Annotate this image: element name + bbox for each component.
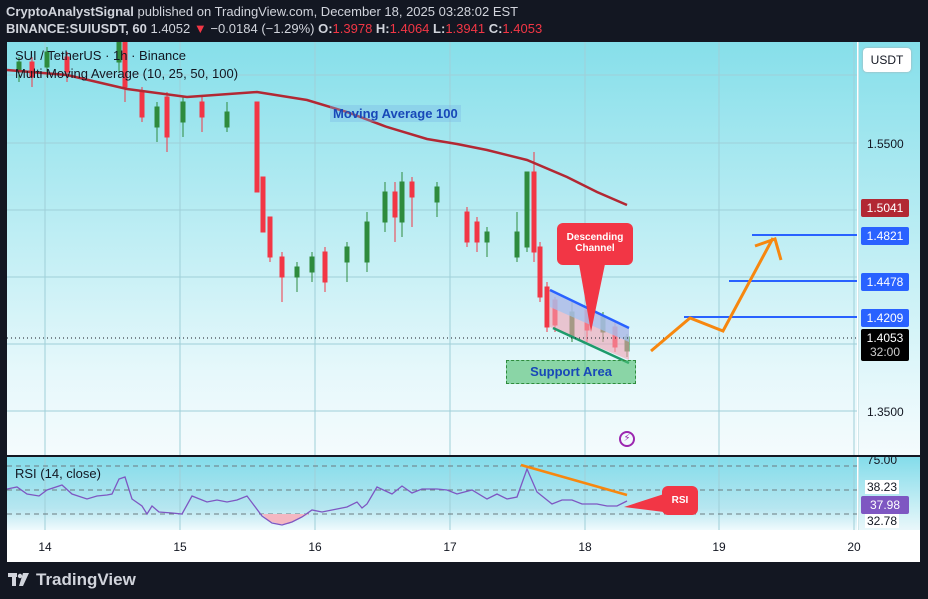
current-price: 1.4053: [866, 331, 904, 345]
low-value: 1.3941: [445, 21, 486, 36]
callout-line-1: Descending: [566, 232, 624, 243]
down-arrow-icon: ▼: [193, 21, 207, 36]
close-value: 1.4053: [502, 21, 543, 36]
rsi-divergence-line: [520, 463, 628, 497]
bar-countdown: 32:00: [869, 345, 901, 359]
ma100-label: Moving Average 100: [330, 105, 461, 122]
rsi-tick: 38.23: [865, 480, 900, 494]
rsi-legend[interactable]: RSI (14, close): [15, 466, 101, 481]
time-tick: 15: [173, 540, 187, 554]
rsi-callout: RSI: [662, 486, 698, 515]
time-tick: 16: [308, 540, 322, 554]
descending-channel-callout: Descending Channel: [557, 223, 633, 265]
time-tick: 14: [38, 540, 52, 554]
chart-panel: SUI / TetherUS · 1h · Binance Multi Movi…: [7, 42, 920, 562]
channel-lower-line: [552, 326, 630, 365]
rsi-tick: 32.78: [865, 514, 900, 528]
rsi-line: [7, 467, 628, 526]
low-label: L:: [433, 21, 446, 36]
tradingview-logo-icon: [8, 573, 29, 586]
currency-button[interactable]: USDT: [863, 48, 911, 72]
callout-line-2: Channel: [575, 243, 615, 254]
open-label: O:: [318, 21, 333, 36]
projection-arrow: [650, 237, 775, 353]
moving-average-100-line: [7, 68, 628, 207]
price-tick: 1.3500: [867, 405, 904, 419]
time-tick: 17: [443, 540, 457, 554]
time-tick: 18: [578, 540, 592, 554]
candles: [16, 42, 630, 357]
published-text: published on TradingView.com, December 1…: [137, 4, 519, 19]
brand-name: TradingView: [36, 570, 136, 589]
ma100-price-tag: 1.5041: [861, 199, 909, 217]
price-pane[interactable]: SUI / TetherUS · 1h · Binance Multi Movi…: [7, 42, 857, 455]
level-tag-1: 1.4821: [861, 227, 909, 245]
support-area-box: Support Area: [506, 360, 636, 384]
lightning-icon[interactable]: ⚡: [619, 431, 635, 447]
level-tag-2: 1.4478: [861, 273, 909, 291]
price-chart-svg: [7, 42, 857, 455]
close-label: C:: [488, 21, 503, 36]
pane-separator[interactable]: [7, 455, 920, 457]
indicator-legend[interactable]: Multi Moving Average (10, 25, 50, 100): [15, 66, 239, 81]
current-price-tag: 1.4053 32:00: [861, 329, 909, 361]
rsi-chart-svg: [7, 457, 857, 530]
tradingview-logo[interactable]: TradingView: [8, 570, 136, 590]
time-tick: 19: [712, 540, 726, 554]
price-axis[interactable]: USDT 1.5500 1.3500 1.5041 1.4821 1.4478 …: [858, 42, 920, 455]
symbol-info: BINANCE:SUIUSDT, 60 1.4052 ▼ −0.0184 (−1…: [6, 21, 542, 36]
rsi-pane[interactable]: RSI (14, close) RSI: [7, 457, 857, 530]
open-value: 1.3978: [332, 21, 373, 36]
time-tick: 20: [847, 540, 861, 554]
time-axis[interactable]: 14 15 16 17 18 19 20: [7, 530, 920, 562]
author-name[interactable]: CryptoAnalystSignal: [6, 4, 134, 19]
high-label: H:: [375, 21, 390, 36]
publish-info: CryptoAnalystSignal published on Trading…: [6, 4, 518, 19]
symbol-name: BINANCE:SUIUSDT, 60: [6, 21, 147, 36]
high-value: 1.4064: [389, 21, 430, 36]
last-price: 1.4052: [150, 21, 191, 36]
price-change: −0.0184 (−1.29%): [210, 21, 315, 36]
level-tag-3: 1.4209: [861, 309, 909, 327]
rsi-axis[interactable]: 75.00 38.23 37.98 32.78: [858, 453, 920, 530]
symbol-legend[interactable]: SUI / TetherUS · 1h · Binance: [15, 48, 187, 63]
rsi-current-tag: 37.98: [861, 496, 909, 514]
price-tick: 1.5500: [867, 137, 904, 151]
rsi-tick: 75.00: [867, 453, 898, 467]
